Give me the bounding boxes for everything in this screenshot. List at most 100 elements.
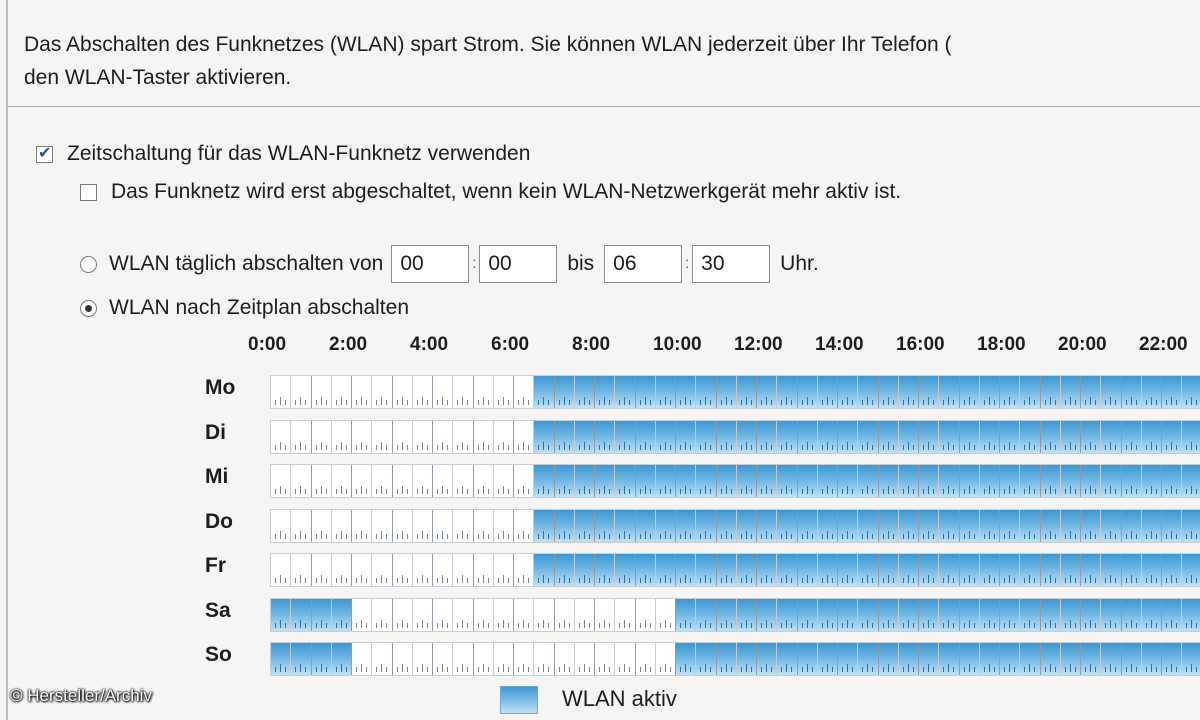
- schedule-cell[interactable]: [838, 420, 859, 453]
- schedule-cell[interactable]: [1182, 598, 1200, 631]
- schedule-cell[interactable]: [413, 465, 433, 497]
- schedule-cell[interactable]: [433, 376, 454, 408]
- schedule-cell[interactable]: [1162, 376, 1183, 408]
- schedule-cell[interactable]: [777, 598, 798, 631]
- schedule-cell[interactable]: [797, 376, 818, 408]
- schedule-cell[interactable]: [1060, 465, 1081, 497]
- schedule-cell[interactable]: [716, 554, 737, 586]
- schedule-cell[interactable]: [939, 554, 960, 586]
- schedule-cell[interactable]: [736, 643, 757, 675]
- schedule-cell[interactable]: [1162, 509, 1183, 542]
- schedule-cell[interactable]: [1141, 420, 1162, 453]
- schedule-cell[interactable]: [919, 643, 940, 675]
- schedule-cell[interactable]: [1040, 643, 1061, 675]
- schedule-cell[interactable]: [1121, 554, 1142, 586]
- schedule-cell[interactable]: [474, 598, 494, 631]
- from-hour-input[interactable]: 00: [391, 245, 470, 283]
- schedule-cell[interactable]: [656, 598, 676, 631]
- day-row[interactable]: [270, 508, 1200, 543]
- schedule-cell[interactable]: [777, 554, 798, 586]
- schedule-cell[interactable]: [898, 598, 919, 631]
- to-minute-input[interactable]: 30: [692, 245, 771, 283]
- schedule-cell[interactable]: [878, 376, 899, 408]
- schedule-cell[interactable]: [979, 420, 1000, 453]
- schedule-cell[interactable]: [615, 554, 636, 586]
- schedule-cell[interactable]: [636, 643, 656, 675]
- schedule-cell[interactable]: [332, 420, 352, 453]
- schedule-cell[interactable]: [393, 376, 413, 408]
- schedule-cell[interactable]: [1101, 465, 1122, 497]
- schedule-cell[interactable]: [655, 420, 676, 453]
- schedule-cell[interactable]: [615, 376, 636, 408]
- schedule-cell[interactable]: [635, 465, 656, 497]
- schedule-cell[interactable]: [1101, 643, 1122, 675]
- schedule-cell[interactable]: [332, 465, 352, 497]
- schedule-cell[interactable]: [453, 465, 474, 497]
- schedule-cell[interactable]: [858, 465, 879, 497]
- schedule-cell[interactable]: [393, 420, 413, 453]
- schedule-cell[interactable]: [311, 643, 332, 675]
- schedule-cell[interactable]: [919, 554, 940, 586]
- schedule-cell[interactable]: [777, 643, 798, 675]
- schedule-cell[interactable]: [413, 598, 433, 631]
- day-row[interactable]: [270, 553, 1200, 587]
- schedule-cell[interactable]: [817, 554, 838, 586]
- schedule-cell[interactable]: [494, 509, 514, 542]
- schedule-cell[interactable]: [514, 643, 535, 675]
- schedule-cell[interactable]: [636, 598, 656, 631]
- schedule-cell[interactable]: [797, 643, 818, 675]
- schedule-cell[interactable]: [817, 509, 838, 542]
- schedule-cell[interactable]: [939, 465, 960, 497]
- use-timer-option[interactable]: Zeitschaltung für das WLAN-Funknetz verw…: [36, 142, 530, 166]
- day-row[interactable]: [270, 597, 1200, 632]
- schedule-cell[interactable]: [474, 465, 494, 497]
- schedule-cell[interactable]: [635, 376, 656, 408]
- schedule-cell[interactable]: [757, 554, 778, 586]
- schedule-cell[interactable]: [534, 509, 555, 542]
- schedule-cell[interactable]: [635, 509, 656, 542]
- schedule-cell[interactable]: [919, 598, 940, 631]
- schedule-cell[interactable]: [1060, 376, 1081, 408]
- schedule-cell[interactable]: [271, 509, 292, 542]
- schedule-cell[interactable]: [555, 598, 575, 631]
- schedule-cell[interactable]: [575, 643, 595, 675]
- schedule-cell[interactable]: [352, 465, 373, 497]
- schedule-cell[interactable]: [574, 376, 595, 408]
- schedule-cell[interactable]: [878, 554, 899, 586]
- schedule-cell[interactable]: [291, 376, 312, 408]
- schedule-cell[interactable]: [312, 376, 332, 408]
- schedule-cell[interactable]: [696, 376, 717, 408]
- schedule-cell[interactable]: [1020, 598, 1041, 631]
- schedule-cell[interactable]: [352, 509, 373, 542]
- schedule-cell[interactable]: [959, 465, 980, 497]
- schedule-cell[interactable]: [595, 376, 616, 408]
- schedule-cell[interactable]: [352, 554, 373, 586]
- schedule-cell[interactable]: [352, 643, 373, 675]
- schedule-cell[interactable]: [574, 554, 595, 586]
- schedule-cell[interactable]: [494, 643, 514, 675]
- schedule-cell[interactable]: [453, 509, 474, 542]
- schedule-cell[interactable]: [1040, 509, 1061, 542]
- schedule-cell[interactable]: [838, 598, 859, 631]
- schedule-cell[interactable]: [372, 420, 393, 453]
- schedule-cell[interactable]: [1000, 509, 1021, 542]
- schedule-cell[interactable]: [979, 509, 1000, 542]
- schedule-cell[interactable]: [372, 598, 393, 631]
- schedule-cell[interactable]: [959, 643, 980, 675]
- schedule-cell[interactable]: [1081, 420, 1102, 453]
- schedule-cell[interactable]: [655, 465, 676, 497]
- schedule-cell[interactable]: [1081, 509, 1102, 542]
- schedule-cell[interactable]: [817, 598, 838, 631]
- schedule-cell[interactable]: [494, 554, 514, 586]
- schedule-cell[interactable]: [1000, 598, 1021, 631]
- schedule-cell[interactable]: [1060, 509, 1081, 542]
- schedule-cell[interactable]: [898, 465, 919, 497]
- schedule-cell[interactable]: [716, 465, 737, 497]
- schedule-cell[interactable]: [534, 420, 555, 453]
- schedule-cell[interactable]: [1141, 554, 1162, 586]
- schedule-cell[interactable]: [1182, 420, 1200, 453]
- schedule-cell[interactable]: [291, 509, 312, 542]
- to-hour-input[interactable]: 06: [604, 245, 683, 283]
- use-timer-checkbox[interactable]: [36, 143, 53, 163]
- schedule-cell[interactable]: [574, 465, 595, 497]
